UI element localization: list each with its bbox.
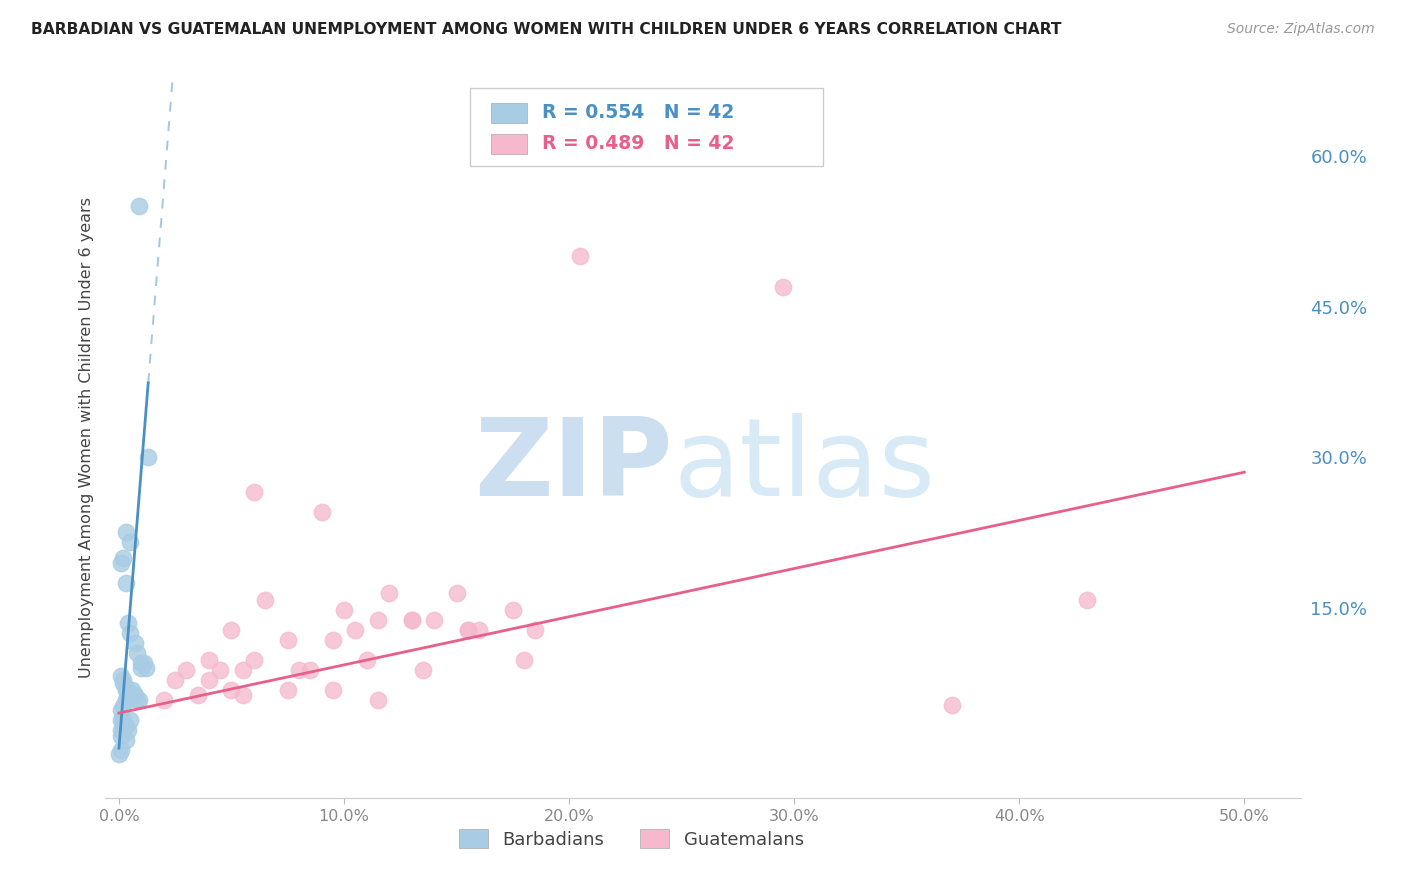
FancyBboxPatch shape — [470, 88, 823, 166]
Point — [367, 613, 389, 627]
Point — [412, 663, 434, 677]
Point — [112, 699, 135, 714]
Point — [378, 585, 401, 599]
Point — [114, 693, 136, 707]
Text: BARBADIAN VS GUATEMALAN UNEMPLOYMENT AMONG WOMEN WITH CHILDREN UNDER 6 YEARS COR: BARBADIAN VS GUATEMALAN UNEMPLOYMENT AMO… — [31, 22, 1062, 37]
Point — [243, 653, 266, 667]
Point — [114, 575, 136, 590]
Point — [423, 613, 446, 627]
Point — [322, 632, 344, 647]
Point — [344, 623, 367, 637]
Point — [117, 723, 139, 737]
Point — [124, 688, 146, 702]
Point — [176, 663, 198, 677]
Point — [124, 636, 146, 650]
Point — [356, 653, 378, 667]
Point — [524, 623, 547, 637]
Point — [136, 450, 159, 465]
Point — [110, 729, 132, 743]
Point — [221, 683, 243, 698]
Point — [110, 703, 132, 717]
Point — [125, 693, 148, 707]
Point — [121, 689, 143, 703]
Point — [232, 688, 254, 702]
Legend: Barbadians, Guatemalans: Barbadians, Guatemalans — [451, 822, 811, 855]
Point — [513, 653, 536, 667]
Text: atlas: atlas — [673, 413, 935, 519]
Y-axis label: Unemployment Among Women with Children Under 6 years: Unemployment Among Women with Children U… — [79, 196, 94, 678]
Point — [299, 663, 322, 677]
Text: Source: ZipAtlas.com: Source: ZipAtlas.com — [1227, 22, 1375, 37]
Point — [243, 485, 266, 500]
Point — [941, 698, 963, 712]
Point — [114, 733, 136, 747]
Point — [232, 663, 254, 677]
FancyBboxPatch shape — [492, 134, 527, 153]
Point — [153, 693, 176, 707]
Point — [120, 688, 142, 702]
Point — [112, 550, 135, 565]
Point — [457, 623, 479, 637]
Point — [114, 693, 136, 707]
Point — [132, 656, 155, 670]
Point — [569, 250, 592, 264]
Point — [110, 669, 132, 683]
Point — [367, 693, 389, 707]
Point — [117, 615, 139, 630]
Point — [114, 719, 136, 733]
Point — [446, 585, 468, 599]
Point — [128, 199, 150, 213]
FancyBboxPatch shape — [492, 103, 527, 123]
Point — [288, 663, 311, 677]
Point — [121, 683, 143, 698]
Point — [1076, 592, 1098, 607]
Point — [125, 646, 148, 660]
Point — [112, 676, 135, 690]
Point — [117, 689, 139, 703]
Point — [198, 673, 221, 687]
Point — [128, 693, 150, 707]
Point — [187, 688, 209, 702]
Point — [333, 603, 356, 617]
Point — [468, 623, 491, 637]
Point — [110, 556, 132, 570]
Point — [401, 613, 423, 627]
Point — [120, 535, 142, 549]
Point — [114, 683, 136, 698]
Text: R = 0.489   N = 42: R = 0.489 N = 42 — [541, 134, 734, 153]
Point — [277, 632, 299, 647]
Text: R = 0.554   N = 42: R = 0.554 N = 42 — [541, 103, 734, 122]
Point — [311, 505, 333, 519]
Point — [112, 673, 135, 687]
Point — [114, 525, 136, 540]
Point — [221, 623, 243, 637]
Point — [277, 683, 299, 698]
Point — [772, 279, 794, 293]
Point — [254, 592, 277, 607]
Point — [120, 713, 142, 727]
Point — [110, 723, 132, 737]
Point — [120, 625, 142, 640]
Point — [322, 683, 344, 698]
Point — [110, 713, 132, 727]
Point — [112, 713, 135, 727]
Point — [209, 663, 232, 677]
Point — [401, 613, 423, 627]
Point — [112, 719, 135, 733]
Point — [135, 661, 157, 675]
Point — [131, 656, 153, 670]
Point — [165, 673, 187, 687]
Point — [457, 623, 479, 637]
Point — [198, 653, 221, 667]
Point — [108, 747, 131, 762]
Point — [110, 743, 132, 757]
Point — [131, 661, 153, 675]
Text: ZIP: ZIP — [475, 413, 673, 519]
Point — [114, 681, 136, 695]
Point — [502, 603, 524, 617]
